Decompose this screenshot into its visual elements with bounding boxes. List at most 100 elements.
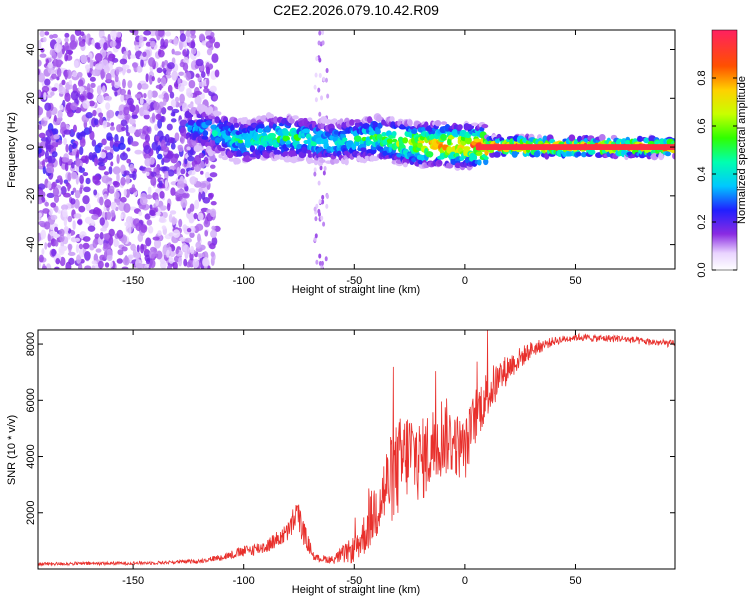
spectrogram-noise-speck: [105, 152, 114, 161]
spectrogram-ridge-cell: [218, 147, 226, 152]
spectrogram-ridge-cell: [306, 149, 312, 154]
spectrogram-noise-speck: [63, 192, 71, 198]
spectrogram-noise-speck: [38, 254, 44, 263]
spectrogram-noise-speck: [176, 166, 181, 177]
spectrogram-noise-speck: [82, 195, 90, 205]
spectrogram-noise-speck: [126, 147, 131, 152]
spectrogram-noise-speck: [58, 86, 67, 95]
spectrogram-streak-speck: [320, 215, 324, 221]
spectrogram-noise-speck: [76, 71, 83, 78]
spectrogram-streak-speck: [318, 57, 322, 63]
spectrogram-noise-speck: [149, 40, 156, 48]
spectrogram-noise-speck: [108, 53, 116, 62]
spectrogram-ridge-cell: [386, 138, 393, 144]
spectrogram-noise-speck: [109, 40, 117, 48]
spectrogram-noise-speck: [68, 158, 73, 164]
spectrogram-noise-speck: [194, 199, 200, 210]
spectrogram-noise-speck: [46, 108, 52, 118]
spectrogram-noise-speck: [103, 250, 108, 260]
spectrogram-noise-speck: [198, 81, 206, 88]
spectrogram-noise-speck: [91, 38, 96, 46]
spectrogram-noise-speck: [206, 177, 213, 182]
spectrogram-noise-speck: [44, 78, 51, 86]
snr-x-ticks: -150 -100 -50 0 50: [122, 330, 582, 587]
spectrogram-noise-speck: [64, 53, 69, 62]
spectrogram-noise-speck: [139, 106, 145, 117]
spectrogram-ridge-cell: [636, 135, 643, 143]
spectrogram-noise-speck: [48, 208, 53, 216]
spectrogram-noise-speck: [136, 65, 143, 73]
spectrogram-noise-speck: [82, 236, 91, 242]
spectrogram-noise-speck: [128, 118, 136, 125]
spectrogram-noise-speck: [84, 216, 93, 224]
spectrogram-noise-speck: [98, 112, 104, 118]
spectrogram-noise-speck: [38, 132, 46, 139]
spectrogram-noise-speck: [60, 204, 69, 211]
spectrogram-noise-speck: [84, 251, 91, 261]
spectrogram-noise-speck: [147, 225, 154, 234]
spectrogram-noise-speck: [185, 172, 189, 177]
spectrogram-noise-speck: [106, 109, 115, 119]
spectrogram-ridge-cell: [307, 153, 313, 158]
spectrogram-noise-speck: [120, 135, 125, 145]
snr-panel: -150 -100 -50 0 50 2000 4000 6000 8000 Height o…: [6, 329, 676, 596]
spectrogram-ridge-cell: [568, 134, 576, 142]
spectrogram-noise-speck: [113, 32, 117, 39]
spectrogram-noise-speck: [162, 146, 170, 153]
spectrogram-ridge-cell: [211, 130, 219, 137]
spectrogram-noise-speck: [64, 41, 69, 52]
spectrogram-ridge-cell: [429, 133, 436, 141]
spectrogram-noise-speck: [38, 212, 43, 218]
spectrogram-noise-speck: [79, 174, 84, 185]
spectrogram-noise-speck: [38, 59, 42, 67]
spectrogram-ridge-cell: [598, 133, 606, 142]
spectrogram-noise-speck: [164, 39, 169, 45]
spectrogram-noise-speck: [164, 170, 169, 180]
spectrogram-noise-speck: [151, 76, 155, 82]
spectrogram-noise-speck: [137, 82, 142, 91]
spectrogram-noise-speck: [53, 133, 60, 140]
spectrogram-noise-speck: [96, 94, 105, 104]
spectrogram-noise-speck: [57, 209, 61, 214]
spectrogram-ridge-cell: [185, 113, 194, 118]
x-tick-label: -150: [122, 275, 144, 287]
spectrogram-ridge-cell: [273, 149, 282, 156]
spectrogram-ridge-cell: [440, 133, 447, 141]
spectrogram-ridge-cell: [389, 116, 395, 123]
spectrogram-ridge-cell: [237, 139, 244, 144]
snr-y-label: SNR (10 * v/v): [6, 415, 18, 485]
spectrogram-ridge-cell: [457, 124, 463, 130]
spectrogram-noise-speck: [209, 172, 218, 178]
spectrogram-noise-speck: [53, 42, 62, 53]
spectrogram-noise-speck: [120, 94, 125, 103]
spectrogram-ridge-cell: [214, 137, 221, 144]
spectrogram-noise-speck: [42, 159, 46, 168]
spectrogram-noise-speck: [146, 219, 153, 226]
x-tick-label: 50: [569, 275, 581, 287]
spectrogram-noise-speck: [140, 58, 144, 68]
spectrogram-streak-speck: [318, 30, 322, 36]
spectrogram-noise-speck: [78, 40, 86, 47]
spectrogram-noise-speck: [86, 82, 91, 93]
spectrogram-ridge-cell: [402, 137, 409, 144]
spectrogram-noise-speck: [212, 95, 218, 101]
spectrogram-noise-speck: [127, 254, 135, 259]
spectrogram-ridge-cell: [265, 112, 272, 120]
spectrogram-noise-speck: [122, 78, 126, 89]
spectrogram-noise-speck: [162, 156, 171, 163]
spectrogram-noise-speck: [50, 214, 58, 221]
spectrogram-noise-speck: [83, 186, 91, 193]
spectrogram-noise-speck: [115, 206, 119, 212]
spectrogram-noise-speck: [185, 36, 192, 43]
spectrogram-noise-speck: [181, 192, 190, 199]
spectrogram-noise-speck: [104, 95, 112, 101]
spectrogram-noise-speck: [163, 59, 169, 66]
spectrogram-noise-speck: [67, 184, 72, 189]
colorbar-tick-label: 0.2: [696, 214, 708, 229]
spectrogram-noise-speck: [194, 95, 202, 106]
spectrogram-ridge-cell: [481, 124, 489, 129]
spectrogram-noise-speck: [96, 85, 102, 95]
spectrogram-noise-speck: [179, 93, 185, 104]
spectrogram-streak-speck: [324, 256, 328, 262]
spectrogram-noise-speck: [178, 256, 183, 267]
